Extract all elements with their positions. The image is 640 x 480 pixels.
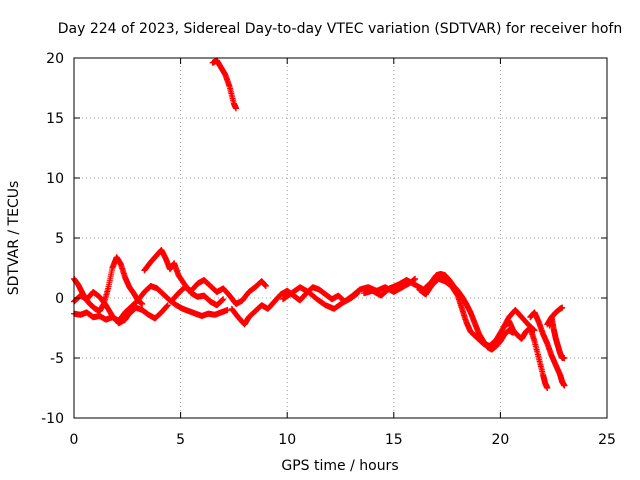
data-point	[139, 301, 146, 307]
data-point	[544, 385, 551, 391]
data-point	[559, 304, 566, 311]
grid-lines	[74, 58, 607, 418]
x-tick-label: 25	[598, 432, 616, 448]
y-tick-label: 0	[55, 291, 64, 307]
data-point-fill	[164, 302, 171, 309]
x-tick-label: 10	[278, 432, 296, 448]
x-tick-label: 5	[176, 432, 185, 448]
plot-frame	[73, 57, 608, 419]
y-tick-label: -10	[41, 411, 64, 427]
data-point	[220, 296, 227, 303]
data-point	[561, 382, 568, 389]
axis-ticks: 0 5 10 15 20 25 -10 -5 0 5 10 15 20	[41, 51, 616, 448]
y-tick-label: 20	[46, 51, 64, 67]
data-point	[164, 302, 171, 309]
data-point	[412, 275, 419, 282]
data-point	[561, 355, 568, 361]
data-point	[233, 105, 240, 112]
x-tick-label: 20	[491, 432, 509, 448]
y-tick-label: 5	[55, 231, 64, 247]
data-point	[262, 283, 269, 289]
x-tick-label: 15	[385, 432, 403, 448]
y-tick-label: 10	[46, 171, 64, 187]
y-axis-label: SDTVAR / TECUs	[6, 181, 22, 296]
y-tick-label: 15	[46, 111, 64, 127]
chart-title: Day 224 of 2023, Sidereal Day-to-day VTE…	[58, 21, 622, 37]
x-tick-label: 0	[70, 432, 79, 448]
data-points	[71, 57, 568, 391]
x-axis-label: GPS time / hours	[281, 458, 398, 474]
y-tick-label: -5	[50, 351, 64, 367]
